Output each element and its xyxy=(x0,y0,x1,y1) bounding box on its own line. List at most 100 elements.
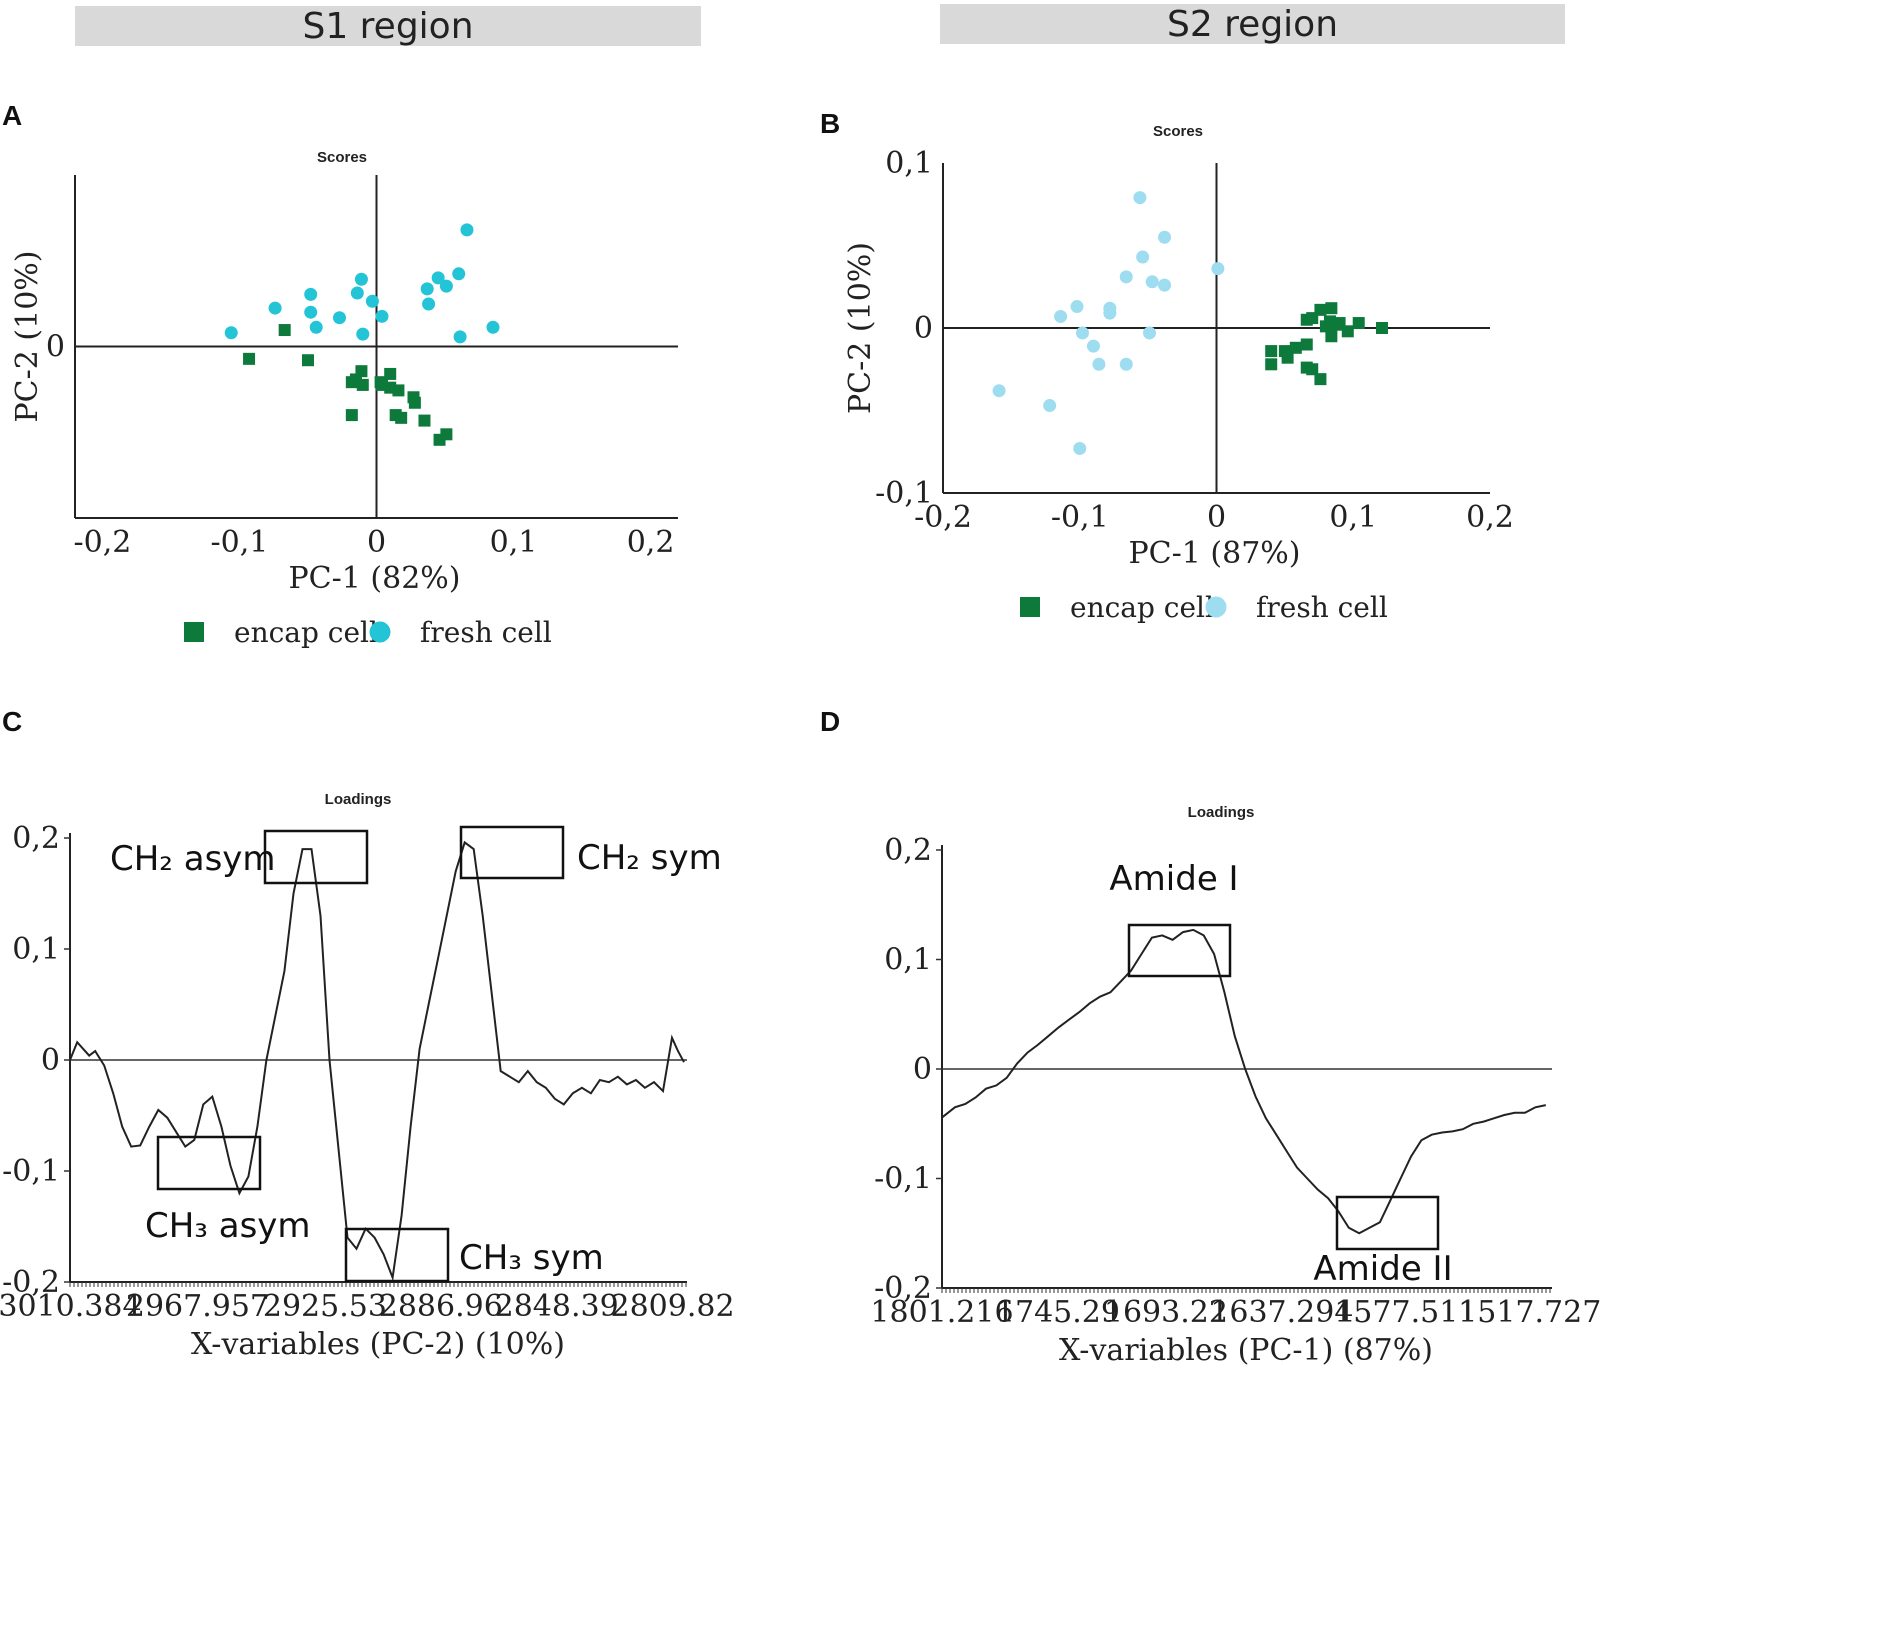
x-tick-label: 2925.53 xyxy=(263,1289,387,1324)
y-tick-label: 0 xyxy=(41,1043,60,1078)
fresh-cell-point xyxy=(1119,270,1133,284)
x-axis-title: PC-1 (82%) xyxy=(289,561,461,596)
panel-letter-b: B xyxy=(820,108,841,139)
x-axis-title: X-variables (PC-1) (87%) xyxy=(1059,1333,1433,1368)
ch3-sym-label: CH₃ sym xyxy=(459,1238,604,1278)
fresh-cell-point xyxy=(356,327,370,341)
legend-fresh-label: fresh cell xyxy=(420,616,552,649)
legend-encap-marker xyxy=(1020,597,1040,617)
x-tick-label: 0 xyxy=(367,525,386,560)
fresh-cell-point xyxy=(486,320,500,334)
encap-cell-point xyxy=(1300,338,1313,351)
y-tick-label: 0 xyxy=(913,1052,932,1087)
fresh-cell-point xyxy=(304,305,318,319)
y-axis-title: PC-2 (10%) xyxy=(10,251,45,423)
legend-fresh-marker xyxy=(1205,596,1227,618)
encap-cell-point xyxy=(1281,351,1294,364)
x-tick-label: -0,2 xyxy=(914,500,972,535)
y-tick-label: -0,2 xyxy=(2,1265,60,1300)
fresh-cell-point xyxy=(1092,357,1106,371)
y-tick-label: 0 xyxy=(46,330,65,365)
fresh-cell-point xyxy=(350,286,364,300)
fresh-cell-point xyxy=(992,384,1006,398)
fresh-cell-point xyxy=(1211,262,1225,276)
scores-chart-s2: Scores-0,2 -0,1 0 0,1 0,2-0,100,1PC-1 (87%)P… xyxy=(843,123,1514,624)
encap-cell-point xyxy=(1289,341,1302,354)
fresh-cell-point xyxy=(365,294,379,308)
legend-encap-marker xyxy=(184,622,204,642)
ch3-asym-box xyxy=(156,1135,262,1191)
y-tick-label: -0,1 xyxy=(874,1162,932,1197)
y-tick-label: 0,1 xyxy=(884,943,932,978)
y-tick-label: 0 xyxy=(914,311,933,346)
ch2-sym-label: CH₂ sym xyxy=(577,838,722,878)
chart-title: Loadings xyxy=(325,791,392,808)
encap-cell-point xyxy=(418,414,431,427)
x-tick-label: 1693.22 xyxy=(1104,1295,1228,1330)
encap-cell-point xyxy=(1314,303,1327,316)
fresh-cell-point xyxy=(1133,191,1147,205)
fresh-cell-point xyxy=(1136,250,1150,264)
x-tick-label: 1637.294 xyxy=(1210,1295,1353,1330)
encap-cell-point xyxy=(1314,373,1327,386)
y-axis-title: PC-2 (10%) xyxy=(843,242,878,414)
loadings-chart-s2: -0,2 -0,1 0 0,1 0,2 1801.2161745.291693.22163… xyxy=(870,804,1601,1368)
x-tick-label: 2848.39 xyxy=(495,1289,619,1324)
ch3-sym-box xyxy=(344,1227,450,1283)
encap-cell-point xyxy=(1325,302,1338,315)
encap-cell-point xyxy=(356,378,369,391)
y-tick-label: 0,2 xyxy=(12,821,60,856)
encap-cell-point xyxy=(345,409,358,422)
x-tick-label: 3010.384 xyxy=(0,1289,142,1324)
x-tick-label: 0,2 xyxy=(1466,500,1514,535)
x-tick-label: 2967.957 xyxy=(126,1289,269,1324)
encap-cell-point xyxy=(243,352,256,365)
amide-ii-box xyxy=(1335,1195,1440,1251)
chart-title: Scores xyxy=(1153,123,1203,140)
encap-cell-point xyxy=(1352,317,1365,330)
amide-ii-label: Amide II xyxy=(1313,1249,1452,1289)
encap-cell-point xyxy=(278,324,291,337)
x-tick-label: -0,1 xyxy=(211,525,269,560)
ch2-asym-box xyxy=(263,829,369,885)
encap-cell-point xyxy=(301,354,314,367)
fresh-cell-point xyxy=(332,311,346,325)
panel-letter-a: A xyxy=(2,100,23,131)
chart-title: Loadings xyxy=(1188,804,1255,821)
fresh-cell-point xyxy=(1070,300,1084,314)
encap-cell-point xyxy=(1306,363,1319,376)
y-tick-label: 0,1 xyxy=(885,146,933,181)
legend-encap-label: encap cell xyxy=(234,616,378,649)
fresh-cell-point xyxy=(1086,339,1100,353)
x-tick-label: 0,1 xyxy=(1329,500,1377,535)
x-tick-label: 1745.29 xyxy=(996,1295,1120,1330)
ch2-asym-label: CH₂ asym xyxy=(110,839,276,879)
fresh-cell-point xyxy=(1119,357,1133,371)
x-tick-label: 1577.511 xyxy=(1334,1295,1477,1330)
fresh-cell-point xyxy=(1075,326,1089,340)
fresh-cell-point xyxy=(460,223,474,237)
fresh-cell-point xyxy=(1142,326,1156,340)
x-tick-label: 0 xyxy=(1207,500,1226,535)
legend-fresh-marker xyxy=(369,621,391,643)
fresh-cell-point xyxy=(1158,278,1172,292)
fresh-cell-point xyxy=(1145,275,1159,289)
fresh-cell-point xyxy=(224,326,238,340)
encap-cell-point xyxy=(384,367,397,380)
region-header-s1: S1 region xyxy=(75,6,701,47)
x-tick-label: 0,1 xyxy=(490,525,538,560)
x-tick-label: 2809.82 xyxy=(610,1289,734,1324)
fresh-cell-point xyxy=(1073,441,1087,455)
y-tick-label: 0,1 xyxy=(12,932,60,967)
fresh-cell-point xyxy=(268,301,282,315)
chart-title: Scores xyxy=(317,149,367,166)
encap-cell-point xyxy=(1325,330,1338,343)
x-tick-label: 0,2 xyxy=(627,525,675,560)
encap-cell-point xyxy=(440,428,453,441)
x-tick-label: 1801.216 xyxy=(870,1295,1013,1330)
legend-encap-label: encap cell xyxy=(1070,591,1214,624)
y-tick-label: -0,1 xyxy=(2,1154,60,1189)
ch3-asym-label: CH₃ asym xyxy=(145,1206,311,1246)
